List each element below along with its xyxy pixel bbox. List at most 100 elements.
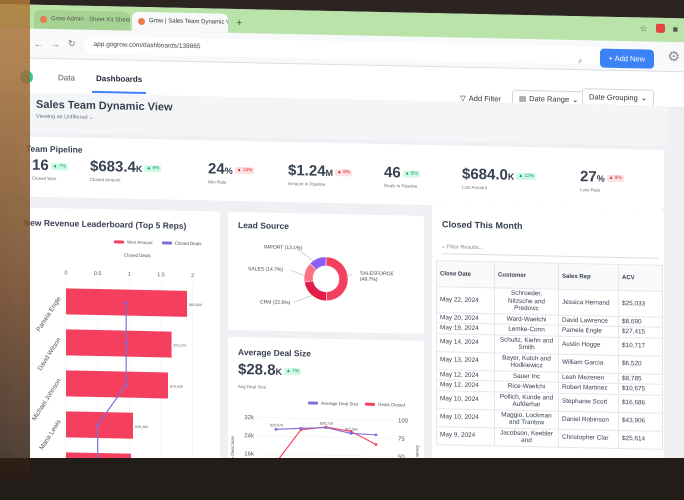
change-badge: ▲ 5%	[144, 164, 162, 172]
nav-tab-data[interactable]: Data	[58, 73, 75, 83]
closed-this-month-card: Closed This Month ⌕ Filter Results... Cl…	[432, 205, 664, 477]
kpi-item: $683.4K ▲ 5% Closed Amount	[90, 158, 162, 183]
favicon-icon	[138, 17, 145, 26]
column-header[interactable]: Customer	[494, 261, 559, 290]
kpi-label: Loss Rate	[580, 187, 601, 193]
axis-tick-label: 16k	[244, 451, 255, 457]
axis-tick-label: 100	[398, 418, 409, 424]
sales-rep-cell: William Garcia	[558, 353, 619, 373]
sales-rep-cell: Christopher Clar	[558, 428, 619, 448]
browser-tab[interactable]: Grow Admin · Sheet Kit Sheetname ✕	[34, 9, 130, 31]
tab-title: Grow | Sales Team Dynamic View	[149, 18, 228, 26]
change-badge: ▲ 9%	[606, 174, 624, 182]
change-badge: ▲ 7%	[50, 162, 68, 170]
close-date-cell: May 22, 2024	[436, 286, 495, 314]
search-icon[interactable]: ⌕	[578, 56, 583, 66]
reload-icon[interactable]: ↻	[68, 38, 76, 49]
change-badge: ▲ 12%	[516, 172, 537, 180]
table-row[interactable]: May 9, 2024 Jacobson, Keebler and Christop…	[436, 426, 663, 449]
kpi-label: Deals in Pipeline	[384, 183, 418, 189]
filter-results-input[interactable]: ⌕ Filter Results...	[442, 241, 658, 259]
avg-deal-point	[374, 433, 378, 437]
viewing-as-label: Viewing as Unfiltered	[36, 113, 88, 121]
url-field[interactable]: app.gogrow.com/dashboards/139865	[83, 35, 604, 65]
team-pipeline-title: Team Pipeline	[26, 143, 83, 155]
page-title: Sales Team Dynamic View	[36, 98, 173, 114]
closed-table: Close Date Customer Sales Rep ACV May 22, 2…	[436, 260, 663, 449]
close-date-cell: May 14, 2024	[436, 333, 495, 353]
pie-label-sales: SALES (14.7%)	[248, 266, 284, 273]
avg-deal-point	[349, 432, 353, 435]
table-body: May 22, 2024 Schroeder, Nitzsche and Pred…	[436, 286, 663, 449]
kpi-item: 27% ▲ 9% Loss Rate	[580, 168, 624, 193]
kpi-label: Closed Amount	[90, 176, 121, 183]
add-new-button[interactable]: + Add New	[599, 48, 654, 69]
pie-slice-import	[309, 256, 327, 271]
extension-icon[interactable]	[655, 23, 665, 33]
closed-deals-point	[124, 383, 128, 387]
back-icon[interactable]: ←	[34, 38, 43, 49]
gear-icon[interactable]: ⚙	[667, 47, 680, 65]
browser-tab-active[interactable]: Grow | Sales Team Dynamic View ✕	[132, 11, 228, 33]
point-data-label: $30,728	[320, 421, 333, 425]
nav-tab-dashboards[interactable]: Dashboards	[96, 74, 143, 84]
pie-label-crm: CRM (22.6%)	[260, 299, 291, 307]
gridline	[258, 417, 394, 421]
kpi-value: 27% ▲ 9%	[580, 168, 624, 186]
axis-tick-label: 75	[398, 437, 405, 443]
category-label: David Wilson	[37, 336, 63, 372]
point-data-label: $29,070	[270, 423, 283, 427]
pie-leader-line	[289, 269, 305, 276]
pie-label-salesforce: SALESFORCE (49.7%)	[360, 270, 394, 283]
forward-icon[interactable]: →	[51, 38, 60, 49]
kpi-label: Lost Amount	[462, 184, 488, 191]
kpi-label: Amount in Pipeline	[288, 181, 326, 187]
axis-tick-label: 0.5	[94, 271, 102, 277]
kpi-value: 46 ▲ 5%	[384, 164, 420, 182]
pie-label-import: IMPORT (13.1%)	[264, 244, 303, 252]
customer-cell: Jacobson, Keebler and	[494, 427, 559, 447]
kpi-item: 46 ▲ 5% Deals in Pipeline	[384, 164, 420, 189]
axis-tick-label: 2	[191, 273, 194, 279]
new-tab-button[interactable]: +	[236, 16, 243, 30]
category-label: Michael Johnson	[31, 377, 63, 422]
column-header[interactable]: ACV	[618, 264, 663, 292]
change-badge: ▲ 5%	[402, 169, 420, 178]
acv-cell: $16,686	[618, 393, 663, 413]
tab-title: Grow Admin · Sheet Kit Sheetname	[51, 16, 130, 25]
column-header[interactable]: Close Date	[436, 260, 495, 288]
kpi-label: Win Rate	[208, 179, 227, 185]
axis-tick-label: 32k	[244, 415, 255, 421]
close-date-cell: May 13, 2024	[436, 351, 495, 371]
kpi-item: $684.0K ▲ 12% Lost Amount	[462, 165, 537, 192]
bar-data-label: $46,384	[135, 425, 148, 429]
chevron-down-icon: ⌄	[640, 93, 648, 103]
closed-deals-point	[96, 423, 100, 427]
kpi-value: $684.0K ▲ 12%	[462, 165, 537, 184]
kpi-item: $1.24M ▲ 9% Amount in Pipeline	[288, 162, 353, 187]
pie-leader-line	[293, 295, 313, 303]
lead-source-chart	[289, 249, 353, 303]
bar-data-label: $83,806	[189, 303, 202, 307]
close-date-cell: May 10, 2024	[436, 408, 495, 428]
acv-cell: $10,717	[618, 336, 663, 356]
axis-tick-label: 0	[64, 270, 67, 276]
sales-rep-cell: Daniel Robinson	[558, 410, 619, 430]
closed-deals-point	[124, 342, 128, 346]
extension-icon[interactable]: ■	[672, 24, 678, 35]
axis-tick-label: 24k	[244, 433, 255, 439]
avg-deal-point	[324, 426, 328, 430]
viewing-as-selector[interactable]: Viewing as Unfiltered ⌄	[36, 113, 94, 121]
closed-deals-point	[124, 301, 128, 305]
kpi-item: 24% ▲ 15% Win Rate	[208, 160, 255, 185]
left-axis-title: Average Deal Size	[230, 436, 235, 474]
deals-closed-point	[374, 443, 378, 446]
star-icon[interactable]: ☆	[639, 23, 648, 34]
column-header[interactable]: Sales Rep	[558, 263, 619, 291]
gridline	[258, 453, 394, 457]
axis-tick-label: 1	[128, 272, 131, 278]
avg-deal-chart: 32k24k16k8k100755025Average Deal SizeDea…	[230, 415, 420, 476]
screen: Grow Admin · Sheet Kit Sheetname ✕ Grow …	[0, 4, 684, 477]
team-pipeline-card: Team Pipeline 16 ▲ 7% Closed Won $683.4K ▲ 5…	[18, 136, 664, 210]
favicon-icon	[40, 15, 47, 23]
